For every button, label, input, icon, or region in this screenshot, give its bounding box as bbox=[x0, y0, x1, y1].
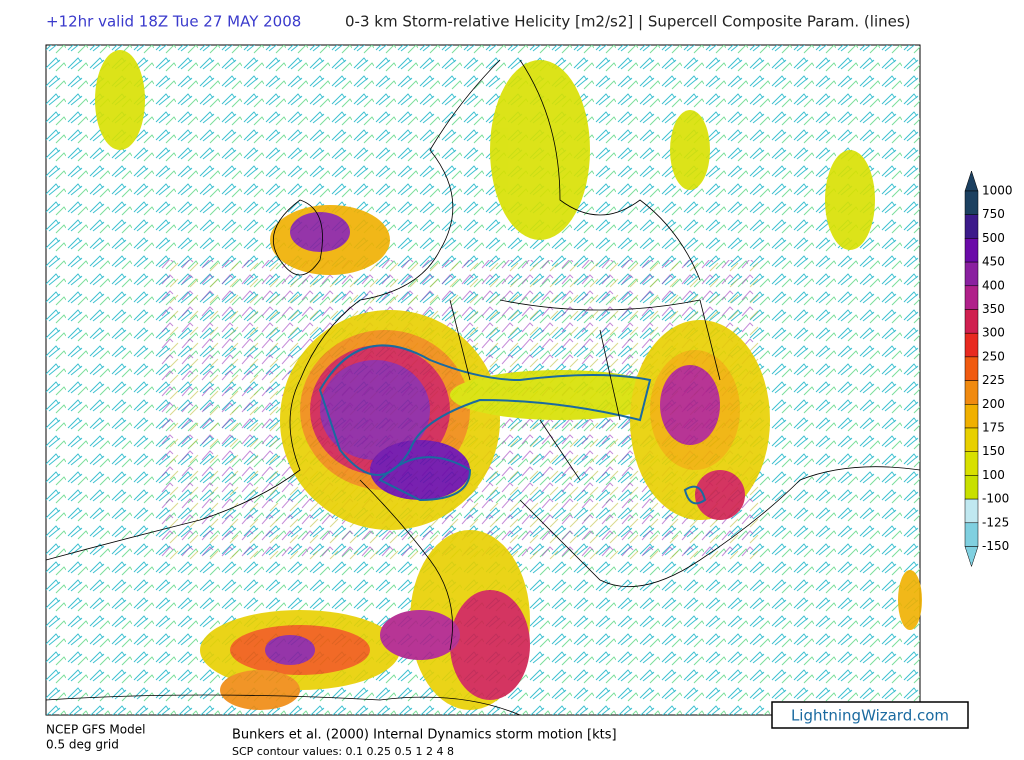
colorbar-swatch bbox=[964, 404, 979, 429]
brand-box bbox=[771, 701, 969, 729]
colorbar-swatch bbox=[964, 214, 979, 239]
scp-contours bbox=[318, 344, 707, 505]
colorbar: 1000 750 500 450 400 350 300 250 225 200 175 150 100… bbox=[964, 170, 1013, 568]
colorbar-swatch bbox=[964, 380, 979, 405]
colorbar-swatch bbox=[964, 498, 979, 524]
brand: LightningWizard.com bbox=[791, 707, 949, 725]
colorbar-label: -150 bbox=[982, 539, 1009, 553]
colorbar-swatch bbox=[964, 451, 979, 476]
colorbar-swatch bbox=[964, 285, 979, 310]
colorbar-label: 150 bbox=[982, 444, 1005, 458]
colorbar-swatch bbox=[964, 238, 979, 263]
helicity-shading bbox=[95, 50, 922, 710]
colorbar-label: 175 bbox=[982, 421, 1005, 435]
colorbar-label: 350 bbox=[982, 302, 1005, 316]
colorbar-label: 100 bbox=[982, 468, 1005, 482]
colorbar-arrow-bottom bbox=[964, 546, 979, 568]
colorbar-label: 200 bbox=[982, 397, 1005, 411]
colorbar-arrow-top bbox=[964, 170, 979, 192]
scp-contour-values: SCP contour values: 0.1 0.25 0.5 1 2 4 8 bbox=[232, 745, 454, 758]
storm-motion: Bunkers et al. (2000) Internal Dynamics … bbox=[232, 728, 617, 743]
colorbar-label: 300 bbox=[982, 326, 1005, 340]
coastlines bbox=[45, 59, 921, 716]
colorbar-swatch bbox=[964, 332, 979, 358]
colorbar-swatch bbox=[964, 261, 979, 287]
colorbar-label: 500 bbox=[982, 231, 1005, 245]
colorbar-swatch bbox=[964, 427, 979, 452]
colorbar-label: 400 bbox=[982, 278, 1005, 292]
colorbar-swatch bbox=[964, 190, 979, 215]
colorbar-swatch bbox=[964, 356, 979, 381]
colorbar-label: 750 bbox=[982, 207, 1005, 221]
colorbar-label: 250 bbox=[982, 349, 1005, 363]
colorbar-label: 225 bbox=[982, 373, 1005, 387]
map bbox=[45, 44, 922, 716]
valid-time: +12hr valid 18Z Tue 27 MAY 2008 bbox=[46, 13, 301, 31]
model-name: NCEP GFS Model bbox=[46, 723, 145, 737]
map-title: 0-3 km Storm-relative Helicity [m2/s2] |… bbox=[345, 13, 911, 31]
colorbar-swatch bbox=[964, 522, 979, 547]
colorbar-label: -125 bbox=[982, 515, 1009, 529]
colorbar-swatch bbox=[964, 309, 979, 334]
colorbar-swatch bbox=[964, 475, 979, 500]
grid-resolution: 0.5 deg grid bbox=[46, 738, 119, 752]
colorbar-label: 1000 bbox=[982, 184, 1013, 198]
colorbar-label: -100 bbox=[982, 492, 1009, 506]
colorbar-label: 450 bbox=[982, 255, 1005, 269]
